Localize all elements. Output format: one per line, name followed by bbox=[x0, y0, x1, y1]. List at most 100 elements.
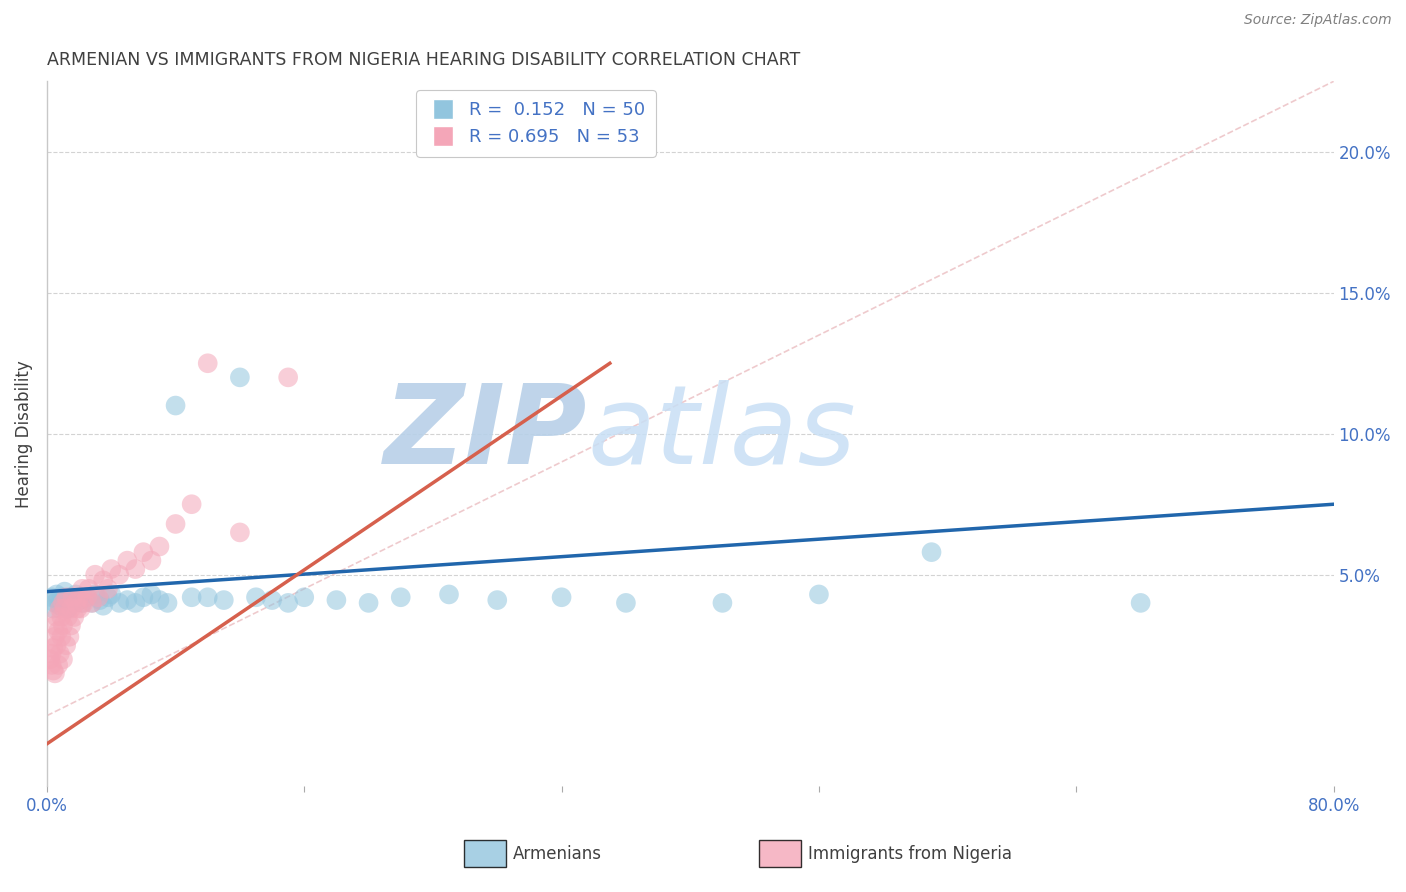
Point bbox=[60, 618, 83, 632]
Point bbox=[41, 647, 63, 661]
Point bbox=[180, 591, 202, 605]
Point bbox=[357, 596, 380, 610]
Point bbox=[55, 593, 77, 607]
Point bbox=[52, 596, 75, 610]
Point bbox=[148, 540, 170, 554]
Point bbox=[80, 596, 103, 610]
Point bbox=[141, 587, 163, 601]
Point bbox=[72, 582, 94, 596]
Point bbox=[51, 630, 73, 644]
Point bbox=[180, 497, 202, 511]
Point bbox=[84, 567, 107, 582]
Point bbox=[66, 601, 89, 615]
Point bbox=[245, 591, 267, 605]
Point bbox=[156, 596, 179, 610]
Point bbox=[97, 591, 120, 605]
Point bbox=[58, 630, 80, 644]
Point bbox=[124, 562, 146, 576]
Point bbox=[62, 596, 84, 610]
Point bbox=[65, 596, 87, 610]
Point bbox=[46, 657, 69, 672]
Point bbox=[91, 574, 114, 588]
Point bbox=[212, 593, 235, 607]
Point bbox=[67, 591, 90, 605]
Point bbox=[108, 596, 131, 610]
Point bbox=[711, 596, 734, 610]
Point bbox=[69, 601, 91, 615]
Point bbox=[55, 591, 77, 605]
Point bbox=[229, 525, 252, 540]
Point bbox=[41, 657, 63, 672]
Point bbox=[44, 666, 66, 681]
Point bbox=[56, 601, 79, 615]
Text: ARMENIAN VS IMMIGRANTS FROM NIGERIA HEARING DISABILITY CORRELATION CHART: ARMENIAN VS IMMIGRANTS FROM NIGERIA HEAR… bbox=[46, 51, 800, 69]
Point bbox=[148, 593, 170, 607]
Point bbox=[52, 652, 75, 666]
Point bbox=[46, 624, 69, 638]
Point bbox=[46, 593, 69, 607]
Point bbox=[87, 591, 110, 605]
Text: ZIP: ZIP bbox=[384, 380, 588, 487]
Point bbox=[44, 630, 66, 644]
Point bbox=[197, 356, 219, 370]
Point bbox=[45, 638, 67, 652]
Point bbox=[49, 599, 72, 613]
Point bbox=[132, 591, 155, 605]
Point bbox=[117, 553, 139, 567]
Point bbox=[614, 596, 637, 610]
Point bbox=[132, 545, 155, 559]
Point bbox=[325, 593, 347, 607]
Point bbox=[165, 399, 187, 413]
Point bbox=[49, 601, 72, 615]
Point bbox=[165, 516, 187, 531]
Legend: R =  0.152   N = 50, R = 0.695   N = 53: R = 0.152 N = 50, R = 0.695 N = 53 bbox=[416, 90, 655, 157]
Point bbox=[51, 610, 73, 624]
Point bbox=[52, 618, 75, 632]
Point bbox=[486, 593, 509, 607]
Point bbox=[437, 587, 460, 601]
Point bbox=[45, 587, 67, 601]
Point bbox=[42, 664, 65, 678]
Point bbox=[84, 587, 107, 601]
Point bbox=[197, 591, 219, 605]
Point bbox=[56, 610, 79, 624]
Point bbox=[67, 593, 90, 607]
Point bbox=[51, 591, 73, 605]
Point bbox=[277, 370, 299, 384]
Point bbox=[65, 587, 87, 601]
Point bbox=[550, 591, 572, 605]
Point bbox=[76, 591, 98, 605]
Point bbox=[141, 553, 163, 567]
Text: Source: ZipAtlas.com: Source: ZipAtlas.com bbox=[1244, 13, 1392, 28]
Point bbox=[292, 591, 315, 605]
Text: atlas: atlas bbox=[588, 380, 856, 487]
Point bbox=[117, 593, 139, 607]
Point bbox=[73, 596, 96, 610]
Point bbox=[53, 601, 76, 615]
Point bbox=[42, 640, 65, 655]
Point bbox=[62, 591, 84, 605]
Point bbox=[1129, 596, 1152, 610]
Point bbox=[52, 596, 75, 610]
Point bbox=[49, 647, 72, 661]
Point bbox=[76, 591, 98, 605]
Point bbox=[55, 638, 77, 652]
Text: Immigrants from Nigeria: Immigrants from Nigeria bbox=[808, 845, 1012, 863]
Point bbox=[60, 591, 83, 605]
Point bbox=[72, 596, 94, 610]
Point bbox=[89, 593, 111, 607]
Point bbox=[39, 652, 62, 666]
Point bbox=[100, 587, 122, 601]
Point bbox=[262, 593, 284, 607]
Point bbox=[389, 591, 412, 605]
Point bbox=[41, 591, 63, 605]
Point bbox=[97, 582, 120, 596]
Text: Armenians: Armenians bbox=[513, 845, 602, 863]
Point bbox=[807, 587, 830, 601]
Point bbox=[229, 370, 252, 384]
Point bbox=[91, 599, 114, 613]
Point bbox=[44, 618, 66, 632]
Point bbox=[42, 601, 65, 615]
Point bbox=[53, 584, 76, 599]
Point bbox=[108, 567, 131, 582]
